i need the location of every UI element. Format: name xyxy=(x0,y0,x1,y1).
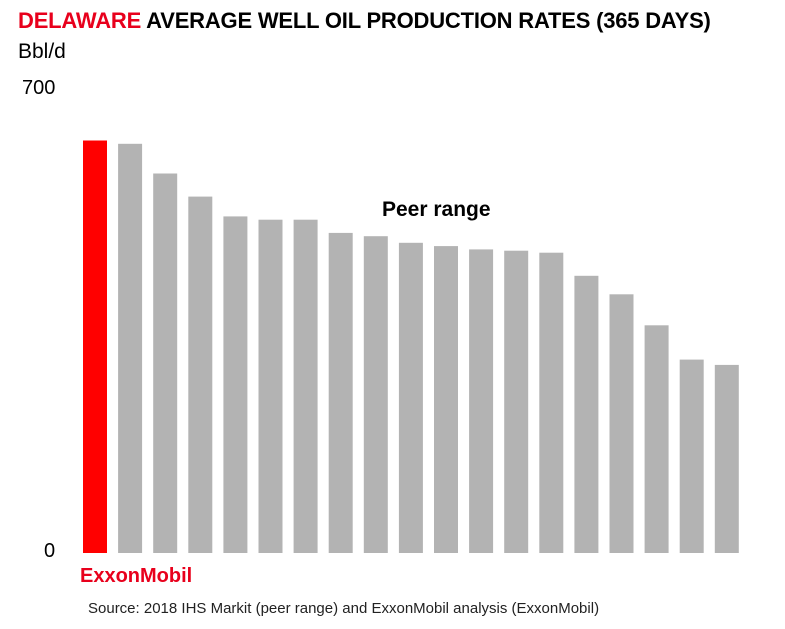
peer-range-label: Peer range xyxy=(382,198,491,221)
y-tick-label-max: 700 xyxy=(22,77,56,99)
y-tick-label-zero: 0 xyxy=(44,540,56,562)
bar-peer-12 xyxy=(504,250,529,553)
source-note: Source: 2018 IHS Markit (peer range) and… xyxy=(88,600,600,617)
y-axis-unit-label: Bbl/d xyxy=(18,40,66,63)
bar-peer-15 xyxy=(609,294,634,553)
bar-peer-13 xyxy=(539,252,564,553)
bar-peer-14 xyxy=(574,275,599,553)
bar-exxonmobil xyxy=(83,140,107,553)
chart-title-rest: AVERAGE WELL OIL PRODUCTION RATES (365 D… xyxy=(141,8,711,33)
bar-peer-7 xyxy=(328,232,353,553)
bar-peer-2 xyxy=(153,173,178,553)
bar-peer-16 xyxy=(644,325,669,553)
chart-title: DELAWARE AVERAGE WELL OIL PRODUCTION RAT… xyxy=(18,8,711,34)
bar-peer-4 xyxy=(223,216,248,553)
bar-peer-1 xyxy=(118,143,143,554)
chart-title-highlight: DELAWARE xyxy=(18,8,142,33)
bar-peer-3 xyxy=(188,196,213,553)
bar-peer-11 xyxy=(469,249,494,553)
bar-peer-6 xyxy=(293,219,318,553)
bar-peer-17 xyxy=(679,359,704,553)
bar-peer-9 xyxy=(398,242,423,554)
bar-peer-18 xyxy=(714,364,739,553)
bar-peer-10 xyxy=(434,246,458,553)
exxonmobil-label: ExxonMobil xyxy=(80,565,193,587)
bar-peer-8 xyxy=(363,236,388,553)
bar-peer-5 xyxy=(258,219,283,553)
